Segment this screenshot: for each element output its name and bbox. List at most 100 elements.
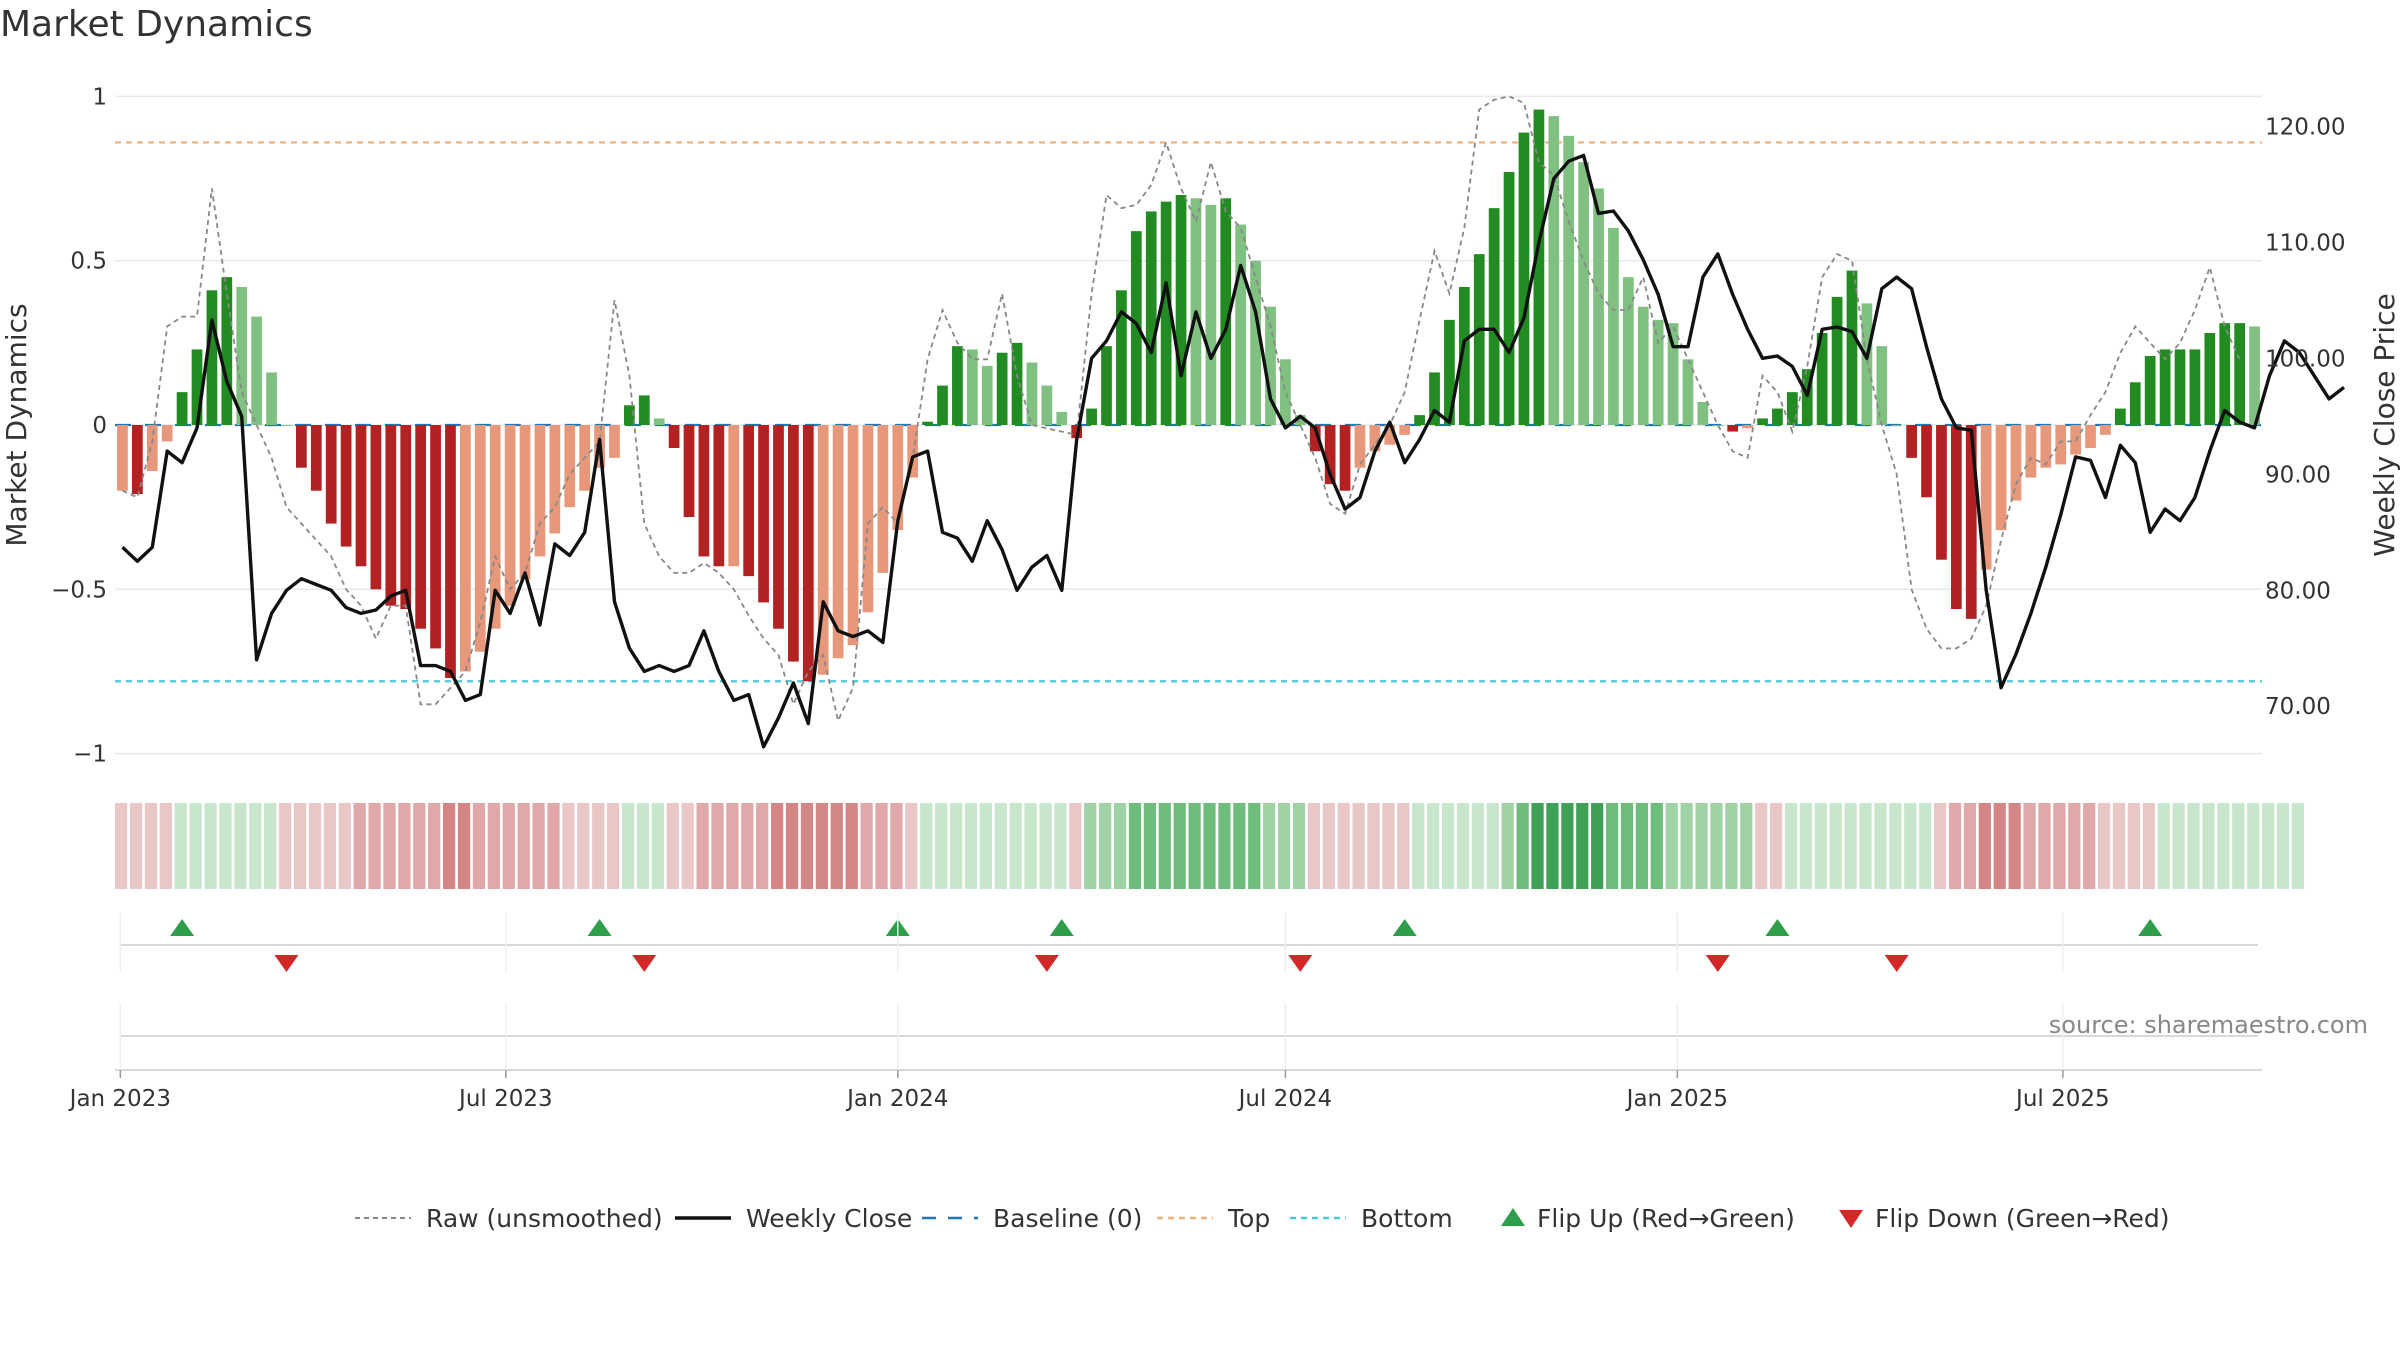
momentum-bar	[1965, 425, 1977, 619]
momentum-bar	[206, 290, 218, 425]
ribbon-cell	[264, 803, 277, 889]
flip-down-marker	[1034, 955, 1059, 972]
momentum-bar	[549, 425, 561, 534]
momentum-bar	[474, 425, 486, 652]
momentum-bar	[1906, 425, 1917, 458]
momentum-bar	[1682, 359, 1694, 425]
momentum-bar	[415, 425, 427, 629]
momentum-bar	[937, 385, 948, 425]
ribbon-cell	[159, 803, 172, 889]
ribbon-cell	[1382, 803, 1395, 889]
ribbon-cell	[443, 803, 456, 889]
momentum-bar	[131, 425, 143, 494]
ribbon-cell	[860, 803, 873, 889]
ribbon-cell	[785, 803, 799, 889]
momentum-bar	[1011, 342, 1023, 425]
momentum-bar	[683, 425, 695, 517]
ribbon-cell	[1650, 803, 1663, 889]
momentum-bar	[1950, 425, 1962, 609]
ribbon-cell	[2008, 803, 2021, 889]
ribbon-cell	[1039, 803, 1052, 889]
momentum-bar	[2100, 425, 2111, 435]
momentum-bar	[1533, 109, 1545, 426]
momentum-bar	[489, 425, 501, 629]
legend-item-top: Top	[1157, 1204, 1270, 1233]
flip-down-marker	[274, 955, 299, 972]
legend-swatch	[1501, 1208, 1525, 1226]
momentum-bar	[1891, 425, 1903, 426]
momentum-bar	[1026, 362, 1038, 425]
ribbon-cell	[2112, 803, 2126, 889]
ribbon-cell	[1769, 803, 1783, 889]
x-axis: Jan 2023 Jul 2023 Jan 2024 Jul 2024 Jan 2025…	[68, 913, 2262, 1112]
legend-item-bottom: Bottom	[1290, 1204, 1453, 1233]
momentum-bar	[907, 425, 919, 478]
left-tick-label: 0	[92, 413, 107, 439]
right-axis: 120.00 110.00 100.00 90.00 80.00 70.00	[2265, 114, 2345, 720]
ribbon-cell	[1009, 803, 1022, 889]
momentum-bar	[504, 425, 516, 606]
ribbon-cell	[2097, 803, 2111, 889]
momentum-bar	[1593, 188, 1604, 425]
momentum-bar	[1160, 201, 1172, 425]
ribbon-cell	[1203, 803, 1216, 889]
momentum-bar	[847, 425, 859, 646]
ribbon-cell	[1501, 803, 1514, 889]
ribbon-cell	[1486, 803, 1499, 889]
legend-swatch	[1839, 1210, 1863, 1228]
momentum-bar	[1921, 425, 1932, 498]
momentum-bar	[1622, 277, 1634, 425]
momentum-bar	[1578, 162, 1589, 425]
ribbon-cell	[532, 803, 545, 889]
ribbon-cell	[1919, 803, 1932, 889]
momentum-bar	[1444, 319, 1455, 425]
momentum-bar	[1414, 415, 1425, 425]
momentum-bar	[1518, 132, 1530, 426]
momentum-bar	[1265, 306, 1276, 425]
ribbon-cell	[1084, 803, 1097, 889]
ribbon-cell	[2142, 803, 2155, 889]
momentum-bar	[1175, 195, 1187, 425]
momentum-bar	[1995, 425, 2007, 531]
left-tick-label: −0.5	[51, 577, 107, 603]
right-tick-label: 70.00	[2265, 694, 2331, 720]
ribbon-cell	[1158, 803, 1171, 889]
momentum-bar	[966, 349, 978, 425]
ribbon-cell	[1710, 803, 1723, 889]
momentum-bar	[862, 425, 874, 613]
right-tick-label: 100.00	[2265, 346, 2345, 372]
momentum-bar	[609, 425, 620, 458]
ribbon-cell	[1933, 803, 1947, 889]
momentum-bar	[2249, 326, 2260, 425]
momentum-bar	[788, 425, 799, 662]
ribbon-cell	[323, 803, 336, 889]
x-tick-label: Jan 2025	[1625, 1086, 1728, 1112]
ribbon-cell	[800, 803, 814, 889]
flip-down-marker	[1884, 955, 1909, 972]
ribbon-cell	[577, 803, 590, 889]
flip-up-marker	[1049, 919, 1074, 936]
momentum-bar	[1116, 290, 1127, 425]
ribbon-cell	[651, 803, 664, 889]
legend-item-flip_up: Flip Up (Red→Green)	[1501, 1204, 1795, 1233]
momentum-bar	[981, 365, 993, 425]
left-tick-label: 0.5	[70, 249, 107, 275]
momentum-bar	[2055, 425, 2067, 465]
right-tick-label: 110.00	[2265, 230, 2345, 256]
ribbon-cell	[1680, 803, 1693, 889]
ribbon-cell	[1620, 803, 1634, 889]
momentum-bar	[1220, 198, 1232, 425]
momentum-bar	[2174, 349, 2186, 425]
ribbon-cell	[353, 803, 366, 889]
momentum-bar	[2010, 425, 2022, 501]
momentum-bar	[460, 425, 471, 672]
ribbon-cell	[771, 803, 784, 889]
right-axis-title: Weekly Close Price	[2368, 293, 2400, 556]
momentum-bar	[1041, 385, 1053, 425]
momentum-bar	[1488, 208, 1500, 425]
right-tick-label: 90.00	[2265, 462, 2331, 488]
ribbon-cell	[308, 803, 322, 889]
ribbon-cell	[1397, 803, 1410, 889]
ribbon-cell	[2157, 803, 2170, 889]
